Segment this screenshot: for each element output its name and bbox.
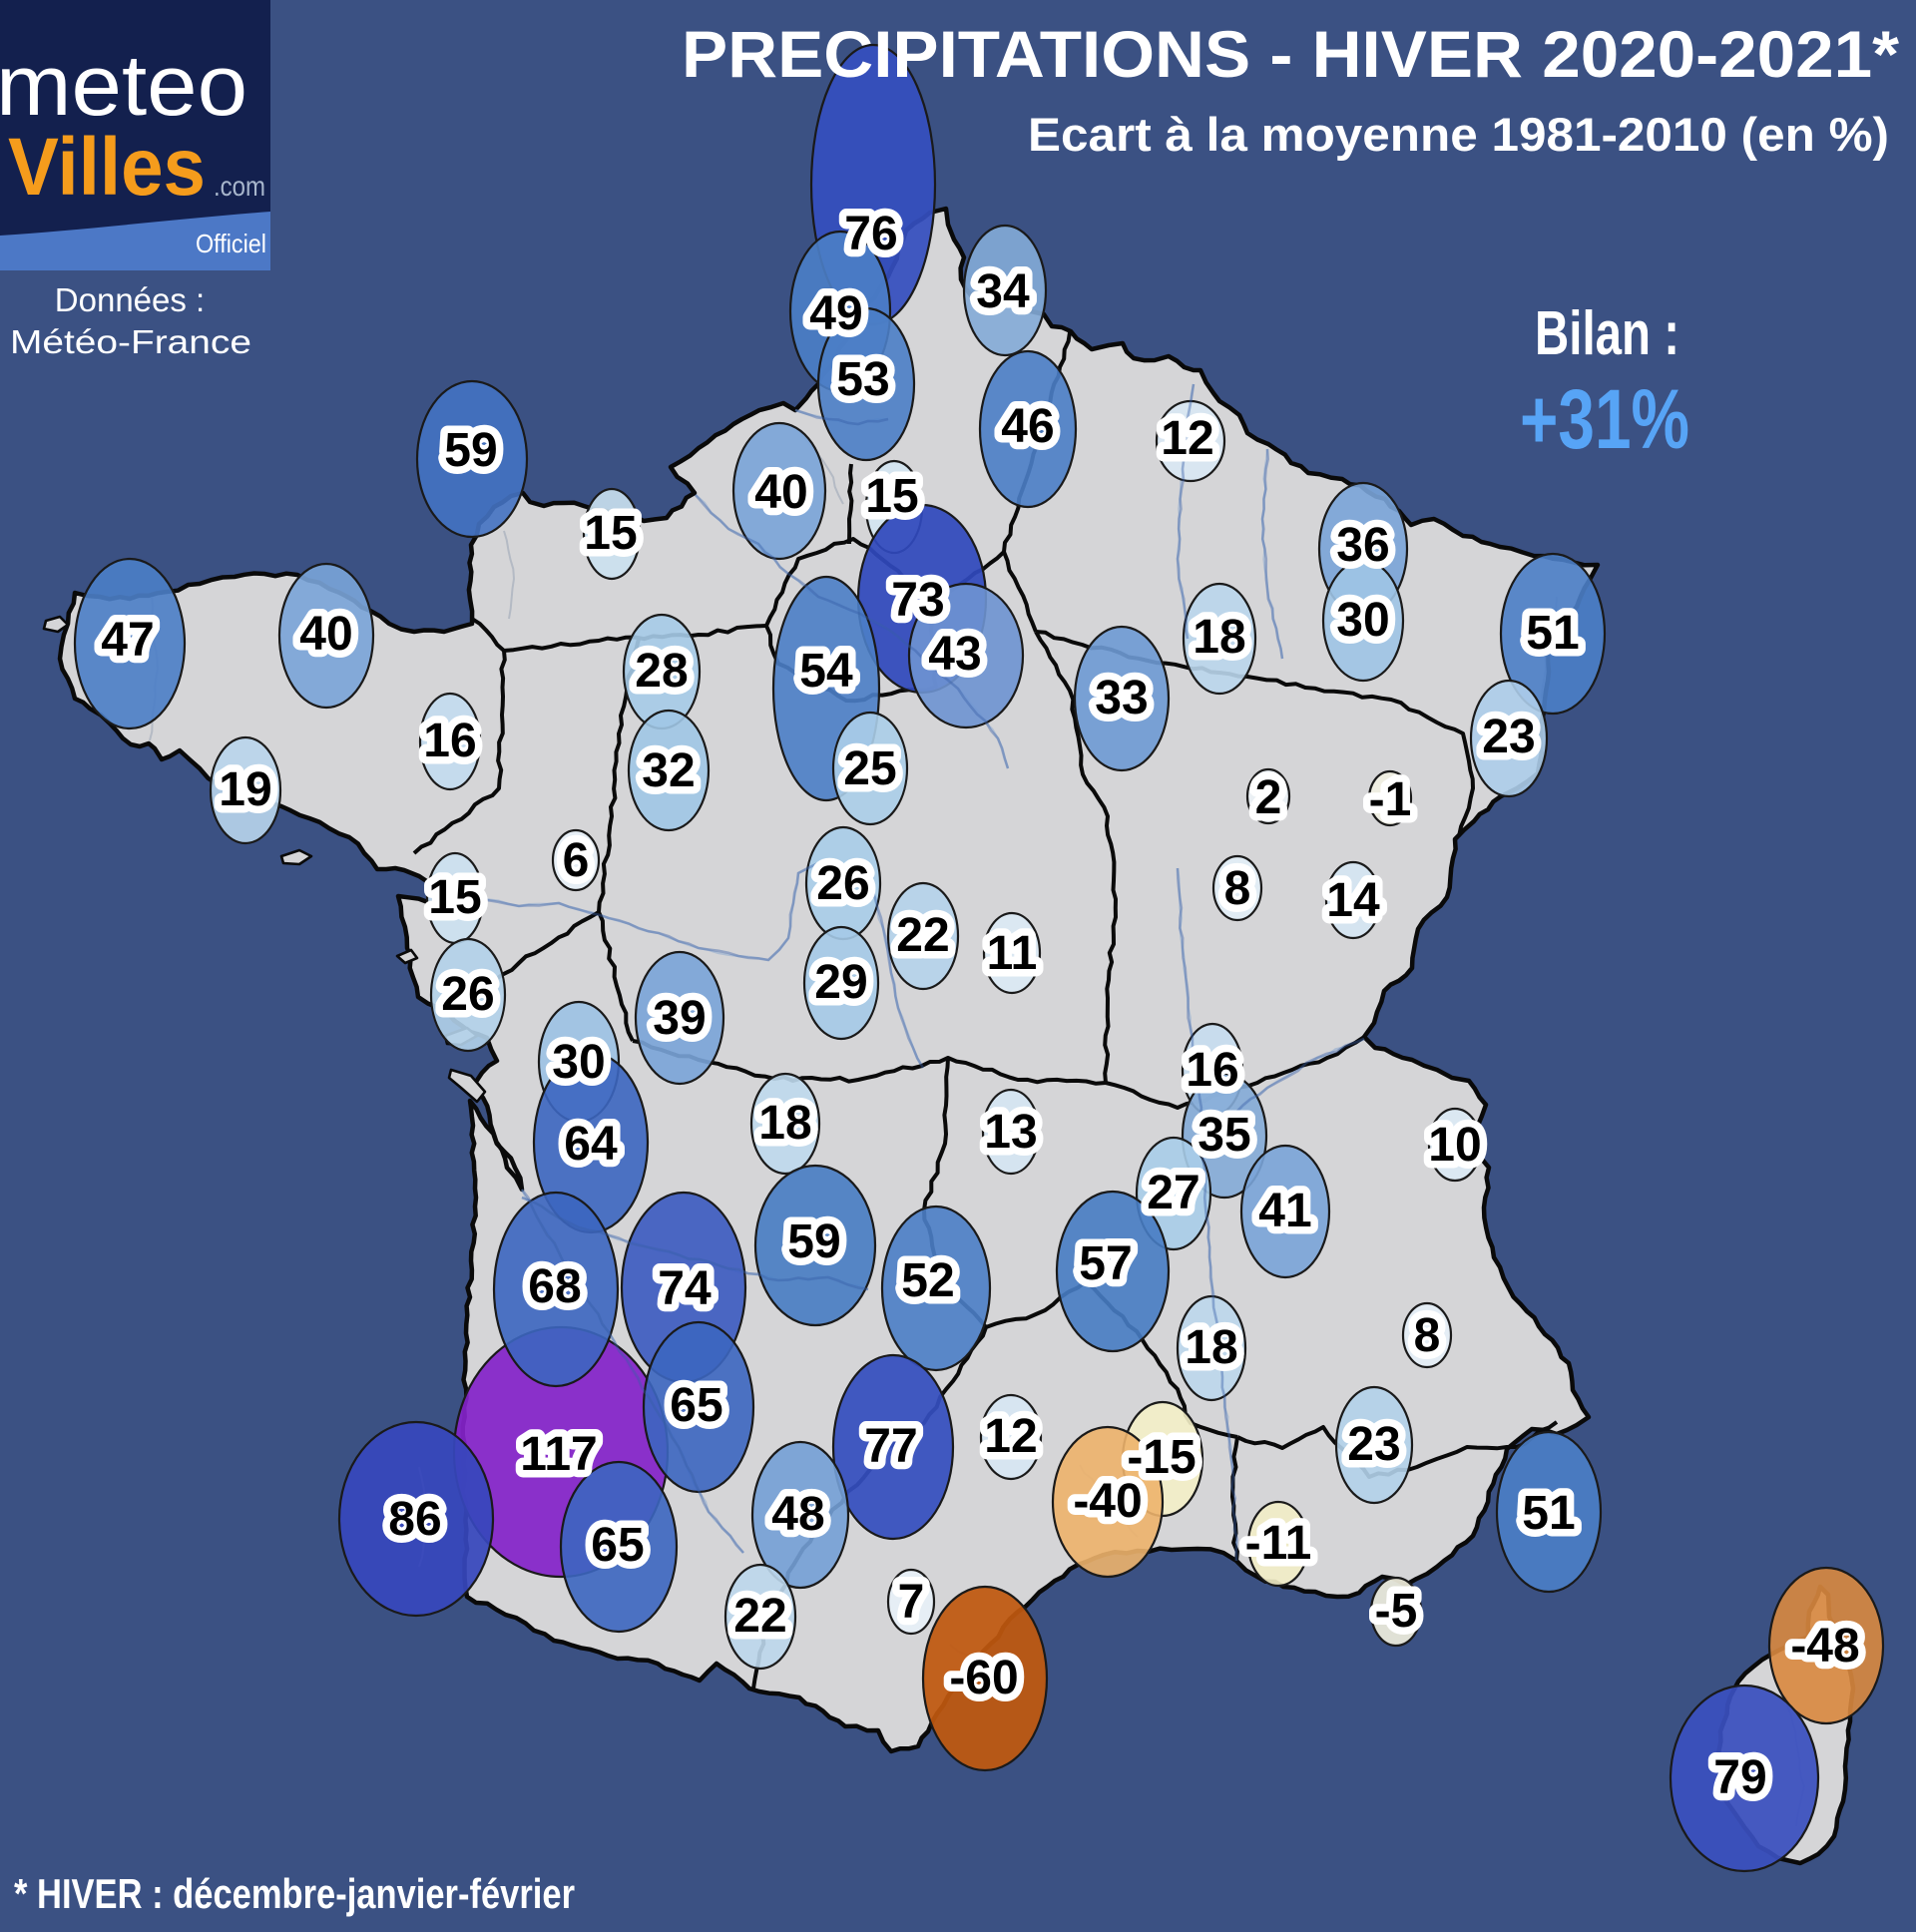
svg-text:-11: -11 bbox=[1245, 1517, 1312, 1570]
svg-text:-48: -48 bbox=[1790, 1620, 1859, 1673]
svg-text:34: 34 bbox=[976, 265, 1030, 318]
svg-text:54: 54 bbox=[799, 645, 853, 698]
svg-text:-15: -15 bbox=[1127, 1431, 1196, 1484]
svg-text:46: 46 bbox=[1001, 400, 1054, 453]
svg-text:76: 76 bbox=[844, 208, 897, 260]
svg-text:13: 13 bbox=[984, 1106, 1037, 1159]
svg-text:15: 15 bbox=[584, 507, 637, 560]
svg-text:-60: -60 bbox=[949, 1652, 1018, 1704]
svg-text:-40: -40 bbox=[1073, 1475, 1142, 1528]
svg-text:16: 16 bbox=[1186, 1044, 1238, 1097]
svg-text:* HIVER : décembre-janvier-fév: * HIVER : décembre-janvier-février bbox=[14, 1870, 575, 1917]
svg-text:+31%: +31% bbox=[1520, 372, 1689, 466]
svg-text:7: 7 bbox=[898, 1576, 925, 1629]
svg-text:Villes: Villes bbox=[8, 122, 206, 213]
svg-text:57: 57 bbox=[1079, 1237, 1132, 1290]
svg-text:33: 33 bbox=[1095, 672, 1148, 724]
svg-text:meteo: meteo bbox=[0, 38, 247, 134]
svg-text:-1: -1 bbox=[1369, 773, 1412, 826]
svg-text:47: 47 bbox=[101, 614, 154, 667]
svg-text:52: 52 bbox=[901, 1254, 954, 1307]
svg-text:Ecart à la moyenne 1981-2010 (: Ecart à la moyenne 1981-2010 (en %) bbox=[1028, 108, 1889, 161]
svg-text:43: 43 bbox=[928, 628, 981, 681]
svg-text:18: 18 bbox=[1185, 1321, 1237, 1374]
svg-text:79: 79 bbox=[1713, 1751, 1766, 1804]
svg-text:39: 39 bbox=[653, 992, 706, 1045]
svg-text:30: 30 bbox=[552, 1036, 605, 1089]
svg-text:Officiel: Officiel bbox=[196, 229, 266, 258]
svg-text:68: 68 bbox=[528, 1260, 581, 1313]
svg-text:PRECIPITATIONS - HIVER 2020-20: PRECIPITATIONS - HIVER 2020-2021* bbox=[682, 17, 1899, 91]
svg-text:8: 8 bbox=[1224, 862, 1251, 915]
svg-text:86: 86 bbox=[388, 1493, 441, 1546]
svg-text:29: 29 bbox=[814, 956, 867, 1009]
svg-text:117: 117 bbox=[520, 1428, 597, 1481]
svg-text:32: 32 bbox=[642, 744, 695, 797]
svg-text:40: 40 bbox=[754, 466, 807, 519]
svg-text:53: 53 bbox=[836, 353, 889, 406]
svg-text:28: 28 bbox=[635, 645, 688, 698]
svg-text:15: 15 bbox=[428, 871, 481, 924]
svg-text:19: 19 bbox=[219, 763, 271, 816]
svg-text:27: 27 bbox=[1147, 1167, 1199, 1219]
svg-text:23: 23 bbox=[1347, 1418, 1400, 1471]
svg-text:51: 51 bbox=[1526, 607, 1579, 660]
svg-text:40: 40 bbox=[299, 608, 352, 661]
svg-text:35: 35 bbox=[1198, 1109, 1250, 1162]
svg-text:15: 15 bbox=[865, 470, 918, 523]
svg-text:65: 65 bbox=[591, 1519, 644, 1572]
svg-text:36: 36 bbox=[1336, 519, 1389, 572]
svg-text:10: 10 bbox=[1428, 1119, 1481, 1172]
svg-text:22: 22 bbox=[896, 909, 949, 962]
svg-text:73: 73 bbox=[891, 574, 944, 627]
svg-text:77: 77 bbox=[864, 1420, 917, 1473]
svg-text:18: 18 bbox=[1193, 611, 1245, 664]
svg-text:25: 25 bbox=[843, 742, 896, 795]
svg-text:26: 26 bbox=[816, 857, 869, 910]
svg-text:51: 51 bbox=[1522, 1487, 1575, 1540]
svg-text:30: 30 bbox=[1336, 594, 1389, 647]
svg-text:.com: .com bbox=[214, 171, 265, 202]
svg-text:59: 59 bbox=[444, 424, 497, 477]
svg-text:16: 16 bbox=[423, 715, 476, 767]
svg-text:11: 11 bbox=[987, 927, 1038, 980]
svg-text:Bilan :: Bilan : bbox=[1535, 299, 1679, 368]
svg-text:Météo-France: Météo-France bbox=[10, 323, 251, 360]
svg-text:14: 14 bbox=[1326, 874, 1380, 927]
svg-text:-5: -5 bbox=[1375, 1585, 1418, 1638]
svg-text:6: 6 bbox=[563, 834, 590, 887]
svg-text:64: 64 bbox=[564, 1118, 618, 1171]
svg-text:59: 59 bbox=[787, 1215, 840, 1268]
svg-text:22: 22 bbox=[733, 1590, 786, 1643]
svg-text:8: 8 bbox=[1414, 1309, 1441, 1362]
svg-text:65: 65 bbox=[670, 1379, 722, 1432]
svg-text:48: 48 bbox=[771, 1488, 824, 1541]
svg-text:12: 12 bbox=[1161, 412, 1213, 465]
svg-text:49: 49 bbox=[809, 287, 862, 340]
svg-text:23: 23 bbox=[1482, 711, 1535, 763]
svg-text:41: 41 bbox=[1258, 1185, 1311, 1237]
svg-text:2: 2 bbox=[1255, 771, 1282, 824]
svg-text:26: 26 bbox=[441, 968, 494, 1021]
svg-text:12: 12 bbox=[984, 1410, 1037, 1463]
svg-text:74: 74 bbox=[658, 1262, 712, 1315]
svg-text:Données :: Données : bbox=[55, 281, 205, 318]
svg-text:18: 18 bbox=[758, 1097, 811, 1150]
